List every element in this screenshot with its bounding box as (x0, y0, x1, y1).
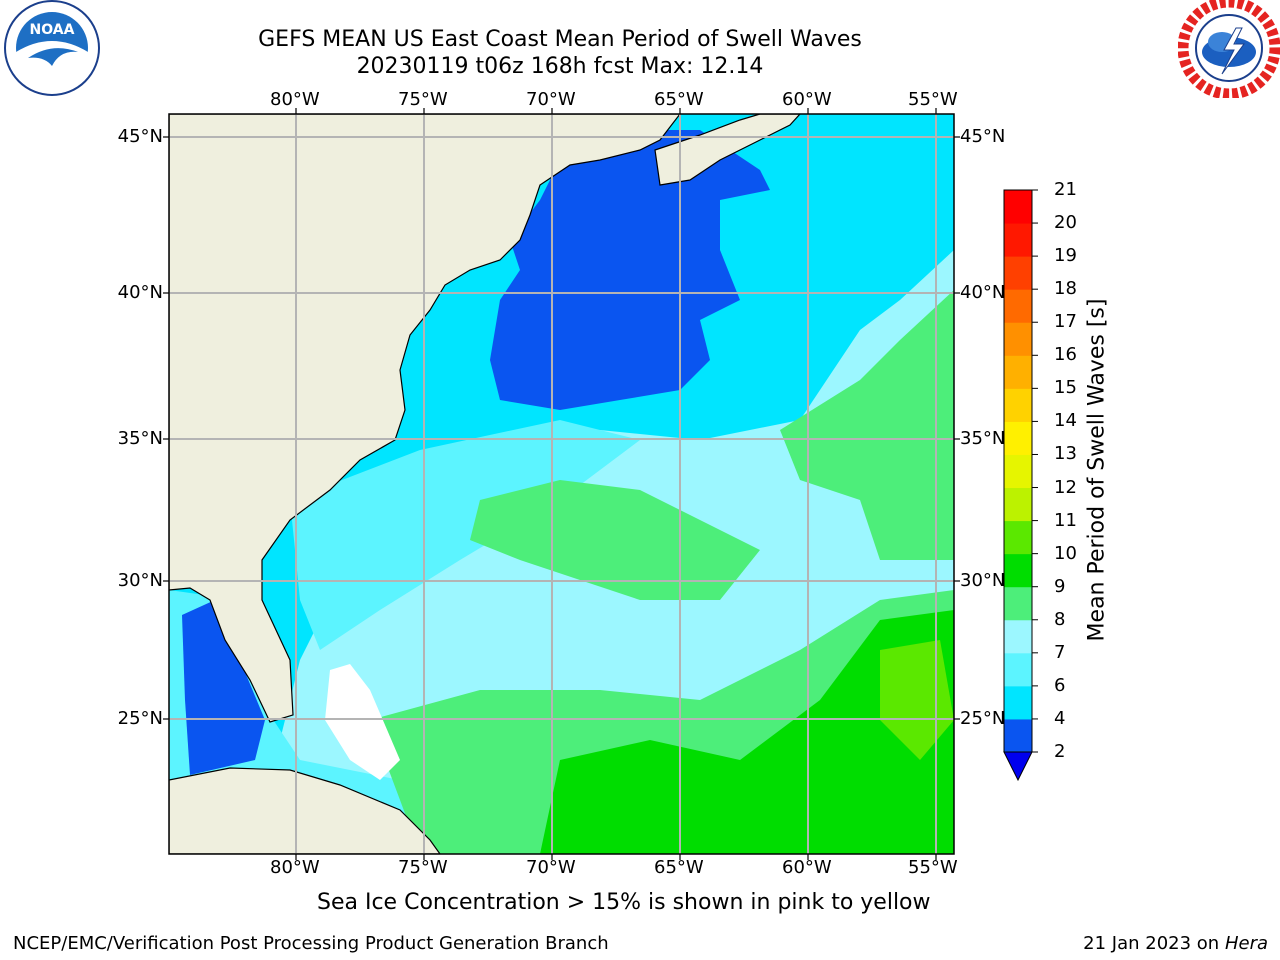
colorbar-segment (1004, 289, 1032, 323)
lat-tick-left: 45°N (117, 126, 163, 147)
colorbar-extend-arrow (1003, 751, 1033, 782)
colorbar-segment (1004, 520, 1032, 555)
chart-title: GEFS MEAN US East Coast Mean Period of S… (258, 27, 862, 52)
colorbar (1003, 189, 1038, 782)
ocean-blue-region (490, 130, 770, 410)
colorbar-tick-label: 10 (1054, 542, 1077, 564)
lon-tick-top: 55°W (908, 89, 958, 110)
colorbar-segment (1004, 421, 1032, 455)
lon-tick-top: 60°W (782, 89, 832, 110)
gulf-blue-region (182, 600, 265, 775)
colorbar-tick-label: 20 (1054, 212, 1077, 234)
nws-logo (1178, 0, 1280, 98)
colorbar-segment (1004, 223, 1032, 257)
colorbar-tick-label: 7 (1054, 641, 1066, 663)
lat-tick-right: 30°N (960, 570, 1006, 591)
lon-tick-top: 80°W (270, 89, 320, 110)
lon-tick-bottom: 60°W (782, 857, 832, 878)
colorbar-tick-label: 8 (1054, 608, 1066, 630)
colorbar-segment (1004, 586, 1032, 621)
colorbar-segment (1004, 190, 1032, 224)
ocean-green-east (780, 290, 954, 560)
colorbar-segment (1004, 718, 1032, 753)
lon-tick-bottom: 80°W (270, 857, 320, 878)
lon-tick-bottom: 65°W (654, 857, 704, 878)
lon-tick-bottom: 70°W (526, 857, 576, 878)
lat-tick-right: 40°N (960, 282, 1006, 303)
map-gridlines (169, 114, 954, 854)
lat-tick-left: 30°N (117, 570, 163, 591)
map-frame (168, 113, 955, 855)
colorbar-tick-label: 19 (1054, 245, 1077, 267)
sea-ice-note: Sea Ice Concentration > 15% is shown in … (317, 890, 931, 915)
cuba-land (169, 767, 441, 854)
colorbar-tick-label: 2 (1054, 741, 1066, 762)
colorbar-tick-label: 16 (1054, 344, 1077, 366)
colorbar-segment (1004, 652, 1032, 687)
footer-date: 21 Jan 2023 on Hera (1083, 933, 1268, 954)
noaa-logo-text: NOAA (30, 22, 75, 38)
colorbar-segment (1004, 553, 1032, 588)
colorbar-label: Mean Period of Swell Waves [s] (1084, 298, 1110, 642)
lat-tick-left: 25°N (117, 708, 163, 729)
chart-subtitle: 20230119 t06z 168h fcst Max: 12.14 (356, 54, 764, 79)
colorbar-tick-label: 14 (1054, 410, 1077, 432)
colorbar-tick-label: 18 (1054, 278, 1077, 300)
lon-tick-bottom: 75°W (398, 857, 448, 878)
colorbar-segment (1004, 256, 1032, 290)
lat-tick-left: 35°N (117, 428, 163, 449)
ocean-brightgreen-south (540, 610, 954, 854)
lat-tick-right: 25°N (960, 708, 1006, 729)
colorbar-tick-label: 6 (1054, 674, 1066, 696)
colorbar-segment (1004, 454, 1032, 489)
colorbar-tick-label: 17 (1054, 311, 1077, 333)
colorbar-frame (1003, 189, 1033, 753)
colorbar-tick-label: 13 (1054, 443, 1077, 465)
axis-tick-marks (163, 108, 960, 860)
colorbar-segment (1004, 388, 1032, 422)
lon-tick-top: 65°W (654, 89, 704, 110)
colorbar-tick-label: 21 (1054, 179, 1077, 200)
colorbar-tick-label: 9 (1054, 575, 1066, 597)
colorbar-tick-label: 15 (1054, 377, 1077, 399)
ocean-green-central (470, 480, 760, 600)
lat-tick-right: 35°N (960, 428, 1006, 449)
colorbar-tick-label: 11 (1054, 509, 1077, 531)
lat-tick-left: 40°N (117, 282, 163, 303)
footer-credit: NCEP/EMC/Verification Post Processing Pr… (13, 933, 609, 954)
bahamas-bank (325, 664, 400, 780)
colorbar-segment (1004, 322, 1032, 356)
colorbar-segment (1004, 355, 1032, 389)
colorbar-segment (1004, 487, 1032, 522)
noaa-logo: NOAA (4, 0, 100, 96)
lon-tick-top: 70°W (526, 89, 576, 110)
colorbar-segment (1004, 685, 1032, 720)
footer-host: Hera (1224, 933, 1268, 954)
footer-date-text: 21 Jan 2023 on (1083, 933, 1220, 954)
colorbar-segment (1004, 619, 1032, 654)
colorbar-tick-label: 4 (1054, 707, 1066, 729)
map-field (169, 114, 954, 854)
lat-tick-right: 45°N (960, 126, 1006, 147)
lon-tick-bottom: 55°W (908, 857, 958, 878)
lon-tick-top: 75°W (398, 89, 448, 110)
colorbar-tick-label: 12 (1054, 476, 1077, 498)
